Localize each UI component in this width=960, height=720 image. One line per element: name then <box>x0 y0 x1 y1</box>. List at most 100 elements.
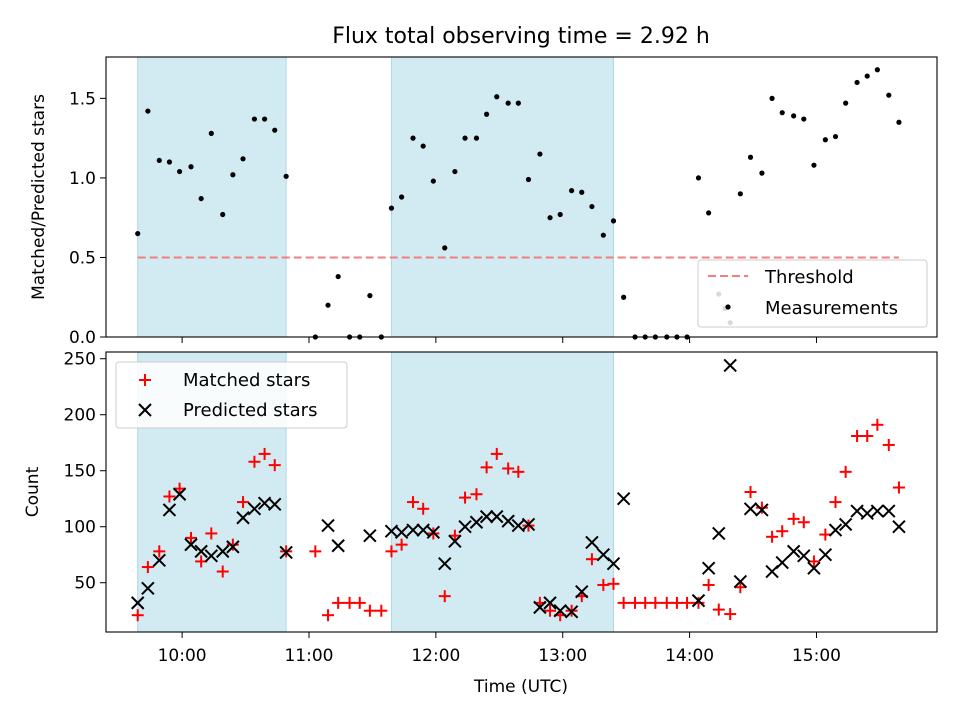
matched-star-point <box>766 530 779 543</box>
matched-star-point <box>205 527 218 540</box>
matched-star-point <box>819 528 832 541</box>
measurement-point <box>145 108 151 114</box>
matched-star-point <box>544 604 557 617</box>
predicted-star-point <box>501 514 515 528</box>
predicted-star-point <box>818 548 833 562</box>
matched-star-point <box>787 512 800 525</box>
measurement-point <box>188 164 194 170</box>
measurement-point <box>600 232 606 238</box>
y-tick-label: 50 <box>74 574 96 594</box>
matched-star-point <box>776 525 789 538</box>
bottom-legend: Matched stars Predicted stars <box>115 361 348 429</box>
x-tick-label: 14:00 <box>665 646 714 666</box>
matched-star-point <box>268 459 281 472</box>
legend-matched-label: Matched stars <box>183 370 310 391</box>
matched-star-point <box>744 486 757 498</box>
x-tick-label: 13:00 <box>538 646 587 666</box>
y-tick-label: 200 <box>64 406 96 426</box>
measurement-point <box>335 273 341 280</box>
measurement-points <box>135 67 902 340</box>
predicted-star-point <box>438 556 452 571</box>
predicted-star-point <box>786 544 801 559</box>
x-tick-label: 15:00 <box>792 646 841 666</box>
top-panel: 0.0 0.5 1.0 1.5 Matched/Predicted stars Thr… <box>29 56 938 348</box>
measurement-point <box>462 135 468 141</box>
matched-star-point <box>712 603 725 616</box>
matched-star-point <box>141 561 154 574</box>
measurement-point <box>896 119 902 125</box>
legend-predicted-swatch <box>138 403 152 417</box>
bottom-y-axis-label: Count <box>23 466 43 517</box>
y-tick-label: 250 <box>64 350 96 370</box>
legend-measurements-label: Measurements <box>765 298 898 319</box>
top-legend-box <box>697 259 928 328</box>
y-tick-label: 0.5 <box>69 248 96 268</box>
measurement-point <box>569 188 575 194</box>
predicted-star-point <box>701 561 716 575</box>
matched-star-point <box>670 596 683 609</box>
matched-star-point <box>417 502 430 515</box>
predicted-star-point <box>533 600 547 615</box>
matched-star-point <box>216 565 229 578</box>
measurement-point <box>610 218 617 224</box>
measurement-point <box>886 92 892 98</box>
measurement-point <box>283 173 289 179</box>
matched-star-point <box>322 609 335 622</box>
measurement-point <box>525 176 532 183</box>
measurement-point <box>843 100 849 106</box>
x-axis-label: Time (UTC) <box>473 677 568 697</box>
matched-star-point <box>797 516 810 529</box>
matched-star-point <box>829 496 842 509</box>
predicted-star-point <box>838 517 853 532</box>
predicted-star-point <box>152 553 166 568</box>
measurement-point <box>198 195 204 202</box>
matched-star-point <box>363 604 376 617</box>
matched-star-point <box>755 501 768 514</box>
measurement-point <box>325 302 331 308</box>
predicted-star-point <box>416 523 430 537</box>
predicted-star-point <box>870 504 885 518</box>
measurement-point <box>208 130 214 136</box>
measurement-point <box>156 157 162 164</box>
predicted-star-point <box>394 525 409 540</box>
measurement-point <box>220 211 226 218</box>
matched-star-point <box>395 538 408 551</box>
top-legend: Threshold Measurements <box>697 259 928 328</box>
measurement-point <box>505 100 511 106</box>
matched-star-point <box>459 491 472 504</box>
bottom-legend-box <box>115 361 348 429</box>
measurement-point <box>452 168 458 175</box>
shaded-band <box>137 56 287 338</box>
measurement-point <box>832 133 839 140</box>
measurement-point <box>779 110 785 116</box>
predicted-star-point <box>406 523 420 537</box>
measurement-point <box>272 127 278 133</box>
figure-title: Flux total observing time = 2.92 h <box>332 24 710 49</box>
measurement-point <box>874 67 880 73</box>
predicted-star-point <box>448 534 462 548</box>
predicted-star-point <box>575 584 589 599</box>
top-x-ticks <box>181 337 817 343</box>
matched-star-point <box>309 545 322 558</box>
predicted-star-point <box>828 523 843 537</box>
predicted-star-point <box>723 358 737 373</box>
legend-predicted-label: Predicted stars <box>183 400 317 421</box>
predicted-star-point <box>606 556 621 571</box>
matched-star-point <box>882 438 895 451</box>
y-tick-label: 0.0 <box>69 328 96 348</box>
matched-star-point <box>332 596 345 609</box>
predicted-star-point <box>331 539 345 553</box>
predicted-star-point <box>194 544 208 559</box>
measurement-point <box>547 215 553 221</box>
predicted-star-point <box>184 537 198 552</box>
predicted-star-point <box>247 502 262 516</box>
measurement-point <box>621 294 627 300</box>
matched-star-point <box>585 553 598 566</box>
measurement-point <box>759 170 765 176</box>
predicted-star-point <box>743 502 758 516</box>
matched-star-point <box>692 596 705 609</box>
measurement-point <box>769 95 775 101</box>
measurement-point <box>240 156 246 162</box>
measurement-point <box>579 189 585 195</box>
matched-star-point <box>490 447 503 460</box>
